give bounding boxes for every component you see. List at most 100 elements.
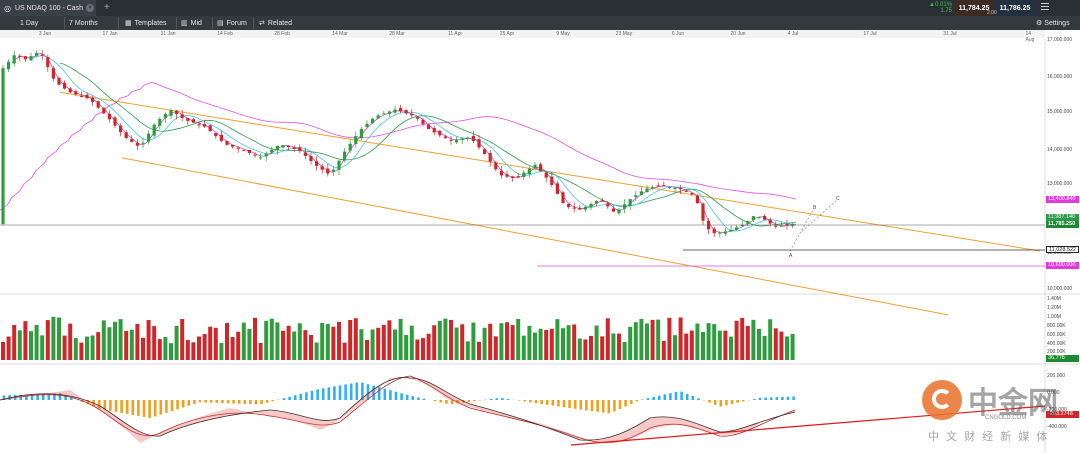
histogram-bar [618, 400, 622, 409]
candle-down [326, 168, 330, 174]
volume-bar [236, 331, 241, 360]
range-label: 7 Months [69, 19, 98, 27]
candle-down [606, 203, 610, 207]
volume-bar [521, 335, 526, 360]
trend-line [570, 405, 1046, 446]
histogram-bar [557, 400, 560, 407]
date-tick: 4 Jul [787, 31, 799, 37]
candle-down [91, 97, 95, 102]
histogram-bar [422, 398, 426, 400]
tab-title: US NDAQ 100 - Cash [14, 4, 84, 12]
volume-bar [566, 325, 571, 360]
templates-button[interactable]: ▦ Templates [125, 16, 167, 30]
osc-tick: 0.000 [1047, 390, 1060, 396]
volume-last-label: 36,778 [1046, 355, 1079, 362]
histogram-bar [103, 400, 107, 410]
histogram-bar [719, 400, 723, 407]
histogram-bar [758, 397, 762, 400]
candle-down [253, 154, 257, 156]
histogram-bar [613, 400, 616, 412]
last-price-label: 11,785.250 [1046, 221, 1079, 228]
settings-button[interactable]: ⚙ Settings [1036, 16, 1070, 30]
price-tick: 10,000.000 [1047, 286, 1073, 292]
volume-bar [353, 318, 358, 360]
close-icon[interactable]: × [86, 4, 94, 12]
histogram-bar [736, 400, 739, 403]
candle-down [656, 185, 660, 187]
ask-box[interactable]: 11,786.25 2.00 [987, 0, 1035, 16]
osc-last-label: -203.2748 [1046, 411, 1079, 418]
volume-bar [538, 328, 543, 360]
histogram-bar [282, 398, 286, 400]
histogram-bar [764, 397, 767, 400]
histogram-bar [288, 396, 291, 400]
candle-down [449, 139, 453, 141]
volume-bar [107, 327, 112, 360]
candle-down [96, 101, 100, 108]
volume-tick: 400.00K [1047, 341, 1066, 347]
low-line-label: 10,600.000 [1046, 262, 1079, 269]
bid-box[interactable]: 11,784.25 [954, 0, 994, 16]
volume-bar [779, 331, 784, 360]
volume-bar [309, 334, 313, 360]
candle-down [231, 144, 235, 147]
candle-down [57, 77, 61, 85]
candle-up [617, 209, 621, 214]
candle-up [270, 149, 274, 153]
volume-bar [219, 343, 224, 360]
volume-bar [768, 319, 773, 360]
histogram-bar [170, 400, 174, 412]
histogram-bar [786, 396, 790, 400]
volume-bar [622, 341, 627, 360]
volume-bar [689, 330, 694, 360]
date-tick: 17 Jan [102, 31, 118, 37]
volume-bar [337, 321, 341, 360]
volume-bar [454, 327, 459, 360]
candle-down [74, 91, 78, 95]
related-button[interactable]: ⇄ Related [259, 16, 292, 30]
candle-down [483, 149, 487, 154]
histogram-bar [663, 394, 667, 400]
instrument-tab[interactable]: ◎ US NDAQ 100 - Cash [0, 0, 96, 16]
volume-bar [376, 327, 381, 360]
plus-icon[interactable]: + [104, 2, 110, 13]
histogram-bar [86, 400, 90, 405]
histogram-bar [697, 398, 700, 400]
histogram-bar [568, 400, 571, 409]
date-tick: 6 Jun [671, 31, 685, 37]
histogram-bar [685, 393, 689, 400]
histogram-bar [299, 393, 303, 400]
menu-icon[interactable] [1041, 3, 1049, 10]
histogram-bar [193, 400, 196, 405]
histogram-bar [585, 400, 588, 411]
volume-bar [387, 320, 392, 360]
price-chart[interactable]: A B C [0, 38, 1080, 453]
volume-bar [678, 317, 683, 360]
volume-bar [208, 326, 213, 360]
volume-bar [320, 322, 325, 360]
volume-bar [695, 323, 700, 360]
histogram-bar [674, 391, 678, 400]
volume-bar [594, 325, 599, 360]
interval-select[interactable]: 1 Day [20, 16, 38, 30]
candle-down [197, 124, 201, 126]
candle-down [774, 225, 778, 227]
forum-button[interactable]: ▤ Forum [217, 16, 247, 30]
histogram-bar [450, 400, 454, 405]
histogram-bar [142, 400, 146, 417]
candle-down [684, 190, 688, 192]
volume-bar [465, 341, 470, 360]
histogram-bar [523, 400, 527, 402]
mid-button[interactable]: ▥ Mid [181, 16, 202, 30]
histogram-bar [607, 400, 611, 414]
candle-up [163, 113, 167, 118]
range-select[interactable]: 7 Months [69, 16, 98, 30]
candle-down [516, 176, 520, 178]
chart-toolbar: 1 Day 7 Months ▦ Templates ▥ Mid ▤ Forum ⇄ R… [0, 16, 1080, 30]
volume-bar [185, 339, 190, 360]
spread: 2.00 [987, 10, 997, 16]
candle-up [376, 115, 380, 119]
candle-down [415, 117, 419, 119]
volume-bar [275, 322, 280, 360]
date-tick: 9 May [556, 31, 570, 37]
